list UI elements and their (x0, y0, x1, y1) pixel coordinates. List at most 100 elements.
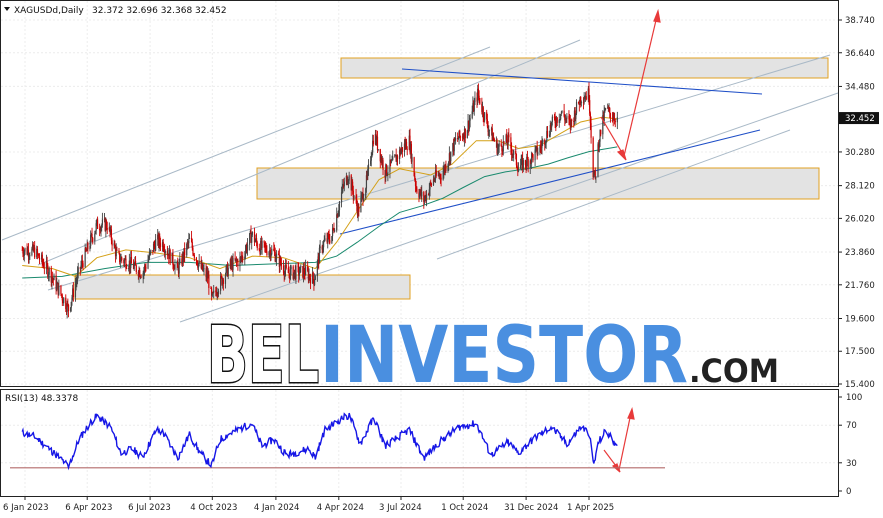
ma-slow-line (22, 146, 618, 279)
candle-body (195, 257, 198, 261)
candle-body (524, 160, 527, 165)
candle-body (124, 258, 126, 260)
candle-body (318, 247, 321, 264)
candle-body (587, 88, 589, 100)
candle-body (81, 260, 83, 264)
candle-body (350, 175, 352, 191)
candle-body (294, 269, 296, 279)
candle-body (225, 267, 227, 276)
candle-body (201, 263, 203, 269)
candle-body (27, 249, 30, 257)
candle-body (302, 265, 304, 278)
price-tick-label: 23.860 (845, 248, 875, 258)
arrow-down-main (600, 116, 625, 157)
candle-body (536, 146, 538, 155)
candle-body (553, 116, 556, 118)
candle-body (428, 189, 430, 195)
candle-body (303, 268, 305, 274)
candle-body (334, 230, 336, 232)
candle-body (595, 176, 597, 178)
candle-body (99, 228, 101, 231)
candle-body (473, 102, 475, 112)
candle-body (531, 153, 533, 163)
candle-body (346, 175, 348, 185)
candle-body (119, 252, 121, 263)
candle-body (554, 117, 556, 124)
candle-body (36, 248, 38, 258)
candle-body (356, 199, 358, 207)
candle-body (584, 98, 586, 100)
candle-body (101, 225, 103, 228)
candle-body (121, 257, 123, 260)
channel-line-5 (436, 129, 791, 260)
candle-body (144, 265, 146, 268)
candle-body (128, 268, 130, 269)
candle-body (471, 111, 473, 119)
candle-body (309, 274, 311, 278)
candle-body (501, 146, 503, 152)
candle-body (588, 88, 590, 101)
candle-body (240, 256, 242, 258)
candle-body (147, 260, 149, 269)
candle-body (70, 301, 72, 308)
candle-body (510, 148, 513, 155)
candle-body (387, 171, 389, 175)
candle-body (123, 259, 126, 263)
candle-body (58, 285, 60, 295)
candle-body (90, 234, 92, 246)
candle-body (249, 233, 251, 245)
candle-body (94, 230, 97, 234)
candle-body (493, 139, 495, 142)
candle-body (539, 146, 541, 153)
candle-body (137, 271, 139, 277)
candle-body (275, 253, 278, 260)
candle-body (418, 192, 420, 198)
candle-body (435, 170, 437, 176)
candle-body (324, 238, 326, 241)
candle-body (260, 240, 262, 254)
candle-body (526, 156, 529, 160)
candle-body (72, 288, 74, 298)
arrow-up-main-head (653, 8, 661, 23)
candle-body (23, 253, 25, 256)
candle-body (401, 147, 403, 151)
candle-body (340, 192, 343, 203)
channel-line-1 (1, 46, 491, 241)
candle-body (520, 159, 522, 166)
candle-body (152, 250, 154, 252)
candle-body (478, 95, 480, 98)
candle-body (317, 256, 319, 262)
candle-body (77, 267, 79, 273)
candle-body (416, 188, 418, 193)
candle-body (298, 266, 300, 276)
candle-body (36, 248, 39, 254)
candle-body (611, 118, 614, 120)
candle-body (370, 157, 372, 161)
candle-body (130, 257, 132, 269)
candle-body (555, 117, 558, 125)
dropdown-triangle-icon[interactable] (4, 7, 10, 11)
candle-body (600, 129, 602, 135)
candle-body (33, 247, 35, 251)
candle-body (177, 267, 180, 274)
candle-body (540, 146, 542, 148)
time-tick-label: 1 Oct 2024 (441, 503, 488, 513)
candle-body (67, 303, 69, 305)
candle-body (467, 120, 469, 131)
rsi-tick-label: 30 (846, 459, 857, 469)
candle-body (560, 114, 562, 120)
candlestick-series (21, 82, 618, 319)
candle-body (200, 260, 202, 269)
trend-line-support (339, 129, 761, 235)
candle-body (477, 88, 479, 102)
time-tick-label: 6 Apr 2023 (65, 503, 112, 513)
candle-body (182, 253, 184, 260)
candle-body (589, 113, 591, 124)
candle-body (318, 256, 320, 264)
candle-body (430, 182, 432, 184)
candle-body (202, 269, 204, 271)
candle-body (92, 238, 94, 242)
candle-body (314, 279, 316, 286)
candle-body (434, 170, 437, 180)
candle-body (560, 112, 562, 115)
